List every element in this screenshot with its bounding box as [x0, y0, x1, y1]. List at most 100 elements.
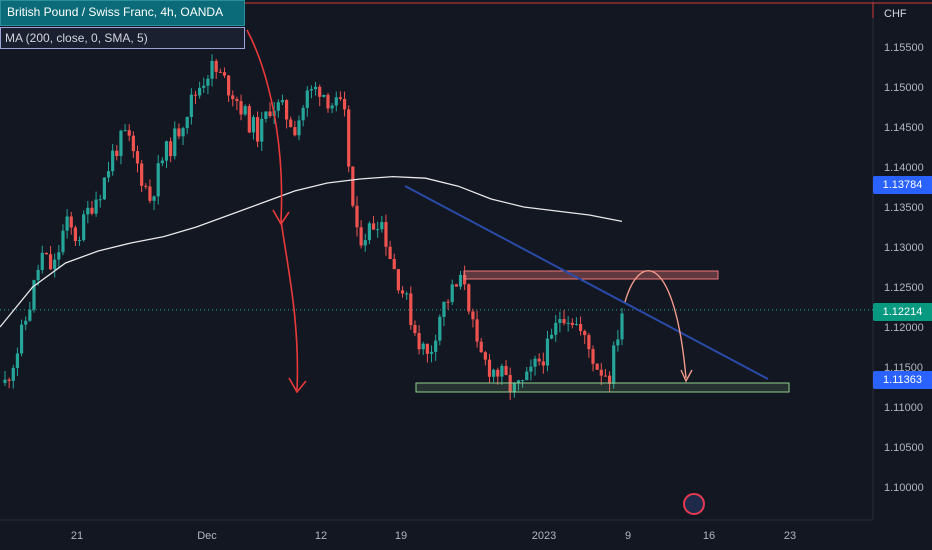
- candle-body: [227, 75, 231, 96]
- candle-body: [355, 205, 359, 228]
- candle-body: [86, 207, 90, 215]
- candle-body: [450, 284, 454, 303]
- candle-body: [516, 380, 521, 384]
- candle-body: [442, 301, 446, 317]
- currency-label: CHF: [884, 8, 907, 20]
- candle-body: [11, 367, 15, 381]
- x-tick-label: 12: [315, 530, 327, 542]
- candle-body: [475, 319, 479, 342]
- candle-body: [463, 274, 467, 285]
- y-tick-label: 1.13500: [884, 202, 924, 214]
- candle-body: [131, 135, 135, 152]
- candle-body: [347, 109, 351, 167]
- candle-body: [94, 199, 98, 214]
- candle-body: [471, 311, 475, 320]
- candle-body: [202, 85, 206, 88]
- candle-body: [119, 130, 123, 157]
- projection-arrow-head: [680, 369, 693, 383]
- candle-body: [77, 240, 82, 242]
- candle-body: [305, 90, 309, 108]
- candle-body: [53, 259, 57, 270]
- candle-body: [570, 322, 574, 325]
- symbol-title-text: British Pound / Swiss Franc, 4h, OANDA: [7, 5, 224, 19]
- y-tick-label: 1.14000: [884, 162, 924, 174]
- candle-body: [251, 117, 256, 133]
- lower-price-tag: 1.11363: [873, 371, 932, 389]
- candle-body: [550, 334, 554, 339]
- candle-body: [111, 150, 115, 172]
- uk-flag-icon[interactable]: [683, 493, 705, 515]
- candle-body: [260, 118, 264, 142]
- candle-body: [69, 216, 73, 228]
- candle-body: [504, 365, 508, 375]
- candle-body: [123, 130, 127, 132]
- candle-body: [338, 97, 343, 99]
- candle-body: [90, 207, 94, 214]
- candle-body: [612, 345, 616, 384]
- candle-body: [231, 95, 235, 100]
- candle-body: [438, 316, 442, 341]
- candle-body: [392, 258, 396, 270]
- x-tick-label: 19: [395, 530, 407, 542]
- y-tick-label: 1.14500: [884, 122, 924, 134]
- candle-body: [185, 117, 189, 129]
- candle-body: [342, 98, 347, 110]
- candle-body: [620, 313, 624, 340]
- candle-body: [247, 106, 251, 133]
- candle-body: [330, 105, 334, 109]
- candle-body: [36, 269, 40, 281]
- candle-body: [413, 325, 417, 334]
- x-tick-label: 2023: [532, 530, 556, 542]
- candle-body: [554, 322, 558, 335]
- candle-body: [376, 229, 380, 231]
- candle-body: [359, 227, 363, 246]
- candle-body: [603, 375, 608, 377]
- candle-body: [367, 223, 372, 241]
- candle-body: [409, 293, 413, 326]
- candle-body: [454, 284, 458, 287]
- y-tick-label: 1.12000: [884, 322, 924, 334]
- candle-body: [483, 352, 487, 360]
- moving-average-line: [0, 175, 623, 328]
- x-tick-label: 21: [71, 530, 83, 542]
- candle-body: [135, 151, 140, 164]
- candle-body: [214, 61, 218, 72]
- x-tick-label: 9: [625, 530, 631, 542]
- candle-body: [198, 87, 202, 96]
- candle-body: [479, 341, 483, 353]
- candle-body: [591, 349, 595, 364]
- candle-body: [24, 320, 28, 325]
- candle-body: [15, 353, 20, 368]
- candle-body: [189, 94, 193, 118]
- candle-body: [396, 269, 400, 291]
- down-arrow-head: [288, 377, 307, 394]
- x-tick-label: 16: [703, 530, 715, 542]
- candle-body: [243, 106, 247, 115]
- candle-body: [326, 94, 330, 109]
- candle-body: [583, 331, 587, 336]
- candle-body: [164, 141, 169, 161]
- resistance-zone: [463, 270, 719, 280]
- candle-body: [545, 338, 550, 366]
- candle-body: [301, 107, 305, 121]
- candle-body: [48, 254, 53, 270]
- y-tick-label: 1.10000: [884, 482, 924, 494]
- indicator-legend[interactable]: MA (200, close, 0, SMA, 5): [0, 27, 245, 49]
- candle-body: [566, 322, 570, 324]
- candle-body: [537, 358, 541, 362]
- candle-body: [574, 324, 579, 326]
- candle-body: [529, 366, 533, 372]
- projection-arc: [624, 270, 687, 379]
- candle-body: [57, 252, 61, 260]
- candle-body: [496, 369, 500, 377]
- candle-body: [156, 163, 160, 197]
- candle-body: [334, 97, 338, 106]
- candle-body: [521, 380, 525, 382]
- y-tick-label: 1.10500: [884, 442, 924, 454]
- candle-body: [492, 369, 496, 377]
- candle-body: [193, 94, 198, 96]
- candle-body: [363, 240, 367, 246]
- candle-body: [284, 100, 289, 120]
- symbol-title[interactable]: British Pound / Swiss Franc, 4h, OANDA: [0, 0, 245, 26]
